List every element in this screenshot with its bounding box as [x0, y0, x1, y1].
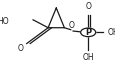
Text: O: O	[85, 2, 90, 11]
Text: HO: HO	[0, 17, 9, 26]
Text: OH: OH	[107, 28, 115, 37]
Text: OH: OH	[82, 53, 93, 62]
Text: O: O	[18, 44, 24, 53]
Circle shape	[80, 28, 95, 37]
Text: O: O	[68, 21, 74, 30]
Text: P: P	[84, 28, 90, 37]
